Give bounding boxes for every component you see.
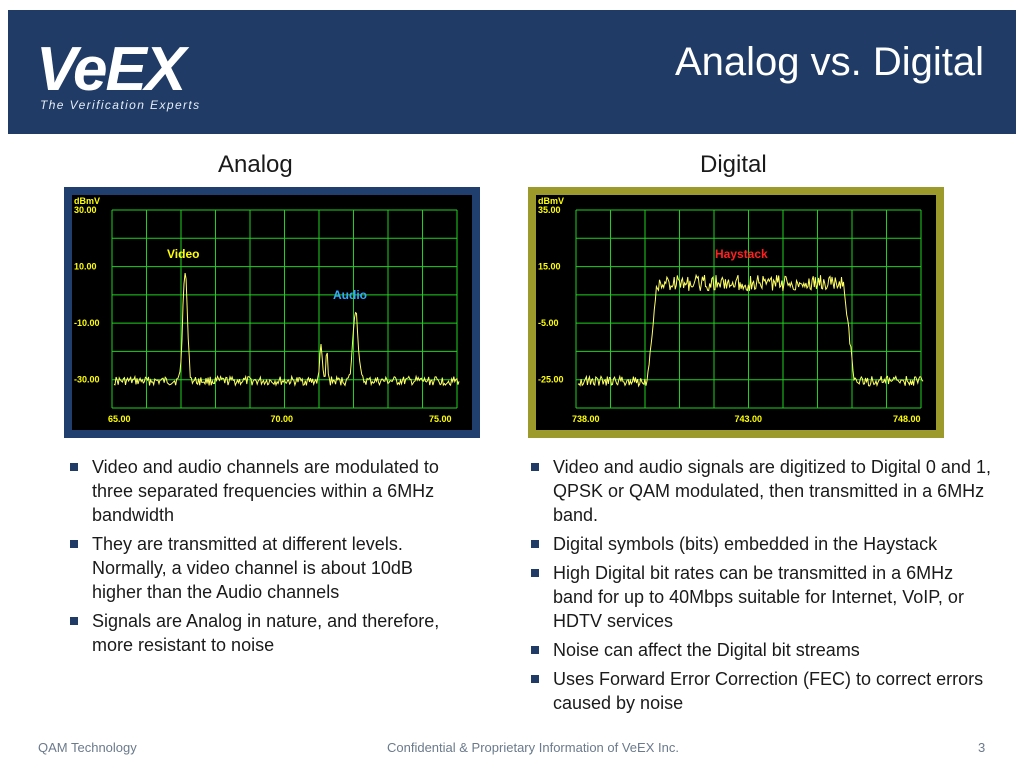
analog-bullet-list: Video and audio channels are modulated t… [66, 455, 466, 662]
header-bar: VeEX The Verification Experts Analog vs.… [8, 10, 1016, 134]
y-tick-label: 30.00 [74, 205, 97, 215]
digital-spectrum-panel: dBmV 35.00 15.00 -5.00 -25.00 738.00 743.00 748… [528, 187, 944, 438]
analog-spectrum-panel: dBmV 30.00 10.00 -10.00 -30.00 65.00 70.00 75.0… [64, 187, 480, 438]
slide-title: Analog vs. Digital [674, 40, 984, 84]
y-unit-label: dBmV [74, 196, 100, 206]
screen-background [72, 195, 472, 430]
digital-bullet: High Digital bit rates can be transmitte… [527, 561, 997, 633]
digital-bullet-text: Noise can affect the Digital bit streams [553, 640, 860, 660]
haystack-annotation: Haystack [715, 247, 768, 261]
digital-bullet: Noise can affect the Digital bit streams [527, 638, 997, 662]
veex-logo-mark: VeEX [36, 35, 192, 104]
svg-text:VeEX: VeEX [36, 36, 190, 94]
digital-bullet-text: Digital symbols (bits) embedded in the H… [553, 534, 938, 554]
y-tick-label: 15.00 [538, 262, 561, 272]
analog-bullet: Signals are Analog in nature, and theref… [66, 609, 466, 657]
square-bullet-icon [531, 675, 539, 683]
audio-annotation: Audio [333, 288, 367, 302]
square-bullet-icon [70, 463, 78, 471]
digital-heading: Digital [700, 151, 767, 178]
digital-bullet-text: Uses Forward Error Correction (FEC) to c… [553, 669, 984, 713]
x-tick-label: 70.00 [271, 414, 294, 424]
footer-page-number: 3 [978, 740, 986, 755]
x-tick-label: 743.00 [735, 414, 763, 424]
analog-bullet-text: They are transmitted at different levels… [92, 534, 413, 602]
y-tick-label: -5.00 [538, 318, 559, 328]
analog-bullet: They are transmitted at different levels… [66, 532, 466, 604]
square-bullet-icon [531, 646, 539, 654]
analog-bullet-text: Video and audio channels are modulated t… [92, 457, 439, 525]
video-annotation: Video [167, 247, 199, 261]
y-unit-label: dBmV [538, 196, 564, 206]
square-bullet-icon [70, 617, 78, 625]
y-tick-label: 35.00 [538, 205, 561, 215]
x-tick-label: 65.00 [108, 414, 131, 424]
digital-bullet: Video and audio signals are digitized to… [527, 455, 997, 527]
digital-bullet: Uses Forward Error Correction (FEC) to c… [527, 667, 997, 715]
square-bullet-icon [531, 569, 539, 577]
logo-tagline: The Verification Experts [40, 98, 201, 112]
x-tick-label: 75.00 [429, 414, 452, 424]
x-tick-label: 738.00 [572, 414, 600, 424]
y-tick-label: 10.00 [74, 262, 97, 272]
analog-bullet-text: Signals are Analog in nature, and theref… [92, 611, 440, 655]
footer-confidential: Confidential & Proprietary Information o… [387, 740, 679, 755]
footer-course: QAM Technology [38, 740, 137, 755]
square-bullet-icon [531, 540, 539, 548]
screen-background [536, 195, 936, 430]
analog-heading: Analog [218, 151, 293, 178]
digital-bullet-text: High Digital bit rates can be transmitte… [553, 563, 964, 631]
y-tick-label: -10.00 [74, 318, 100, 328]
square-bullet-icon [531, 463, 539, 471]
y-tick-label: -25.00 [538, 375, 564, 385]
y-tick-label: -30.00 [74, 375, 100, 385]
veex-logo: VeEX The Verification Experts [36, 35, 236, 128]
digital-bullet-text: Video and audio signals are digitized to… [553, 457, 991, 525]
digital-bullet-list: Video and audio signals are digitized to… [527, 455, 997, 720]
spectrum-trace [577, 273, 924, 388]
square-bullet-icon [70, 540, 78, 548]
x-tick-label: 748.00 [893, 414, 921, 424]
digital-bullet: Digital symbols (bits) embedded in the H… [527, 532, 997, 556]
spectrum-trace [113, 273, 460, 387]
analog-bullet: Video and audio channels are modulated t… [66, 455, 466, 527]
